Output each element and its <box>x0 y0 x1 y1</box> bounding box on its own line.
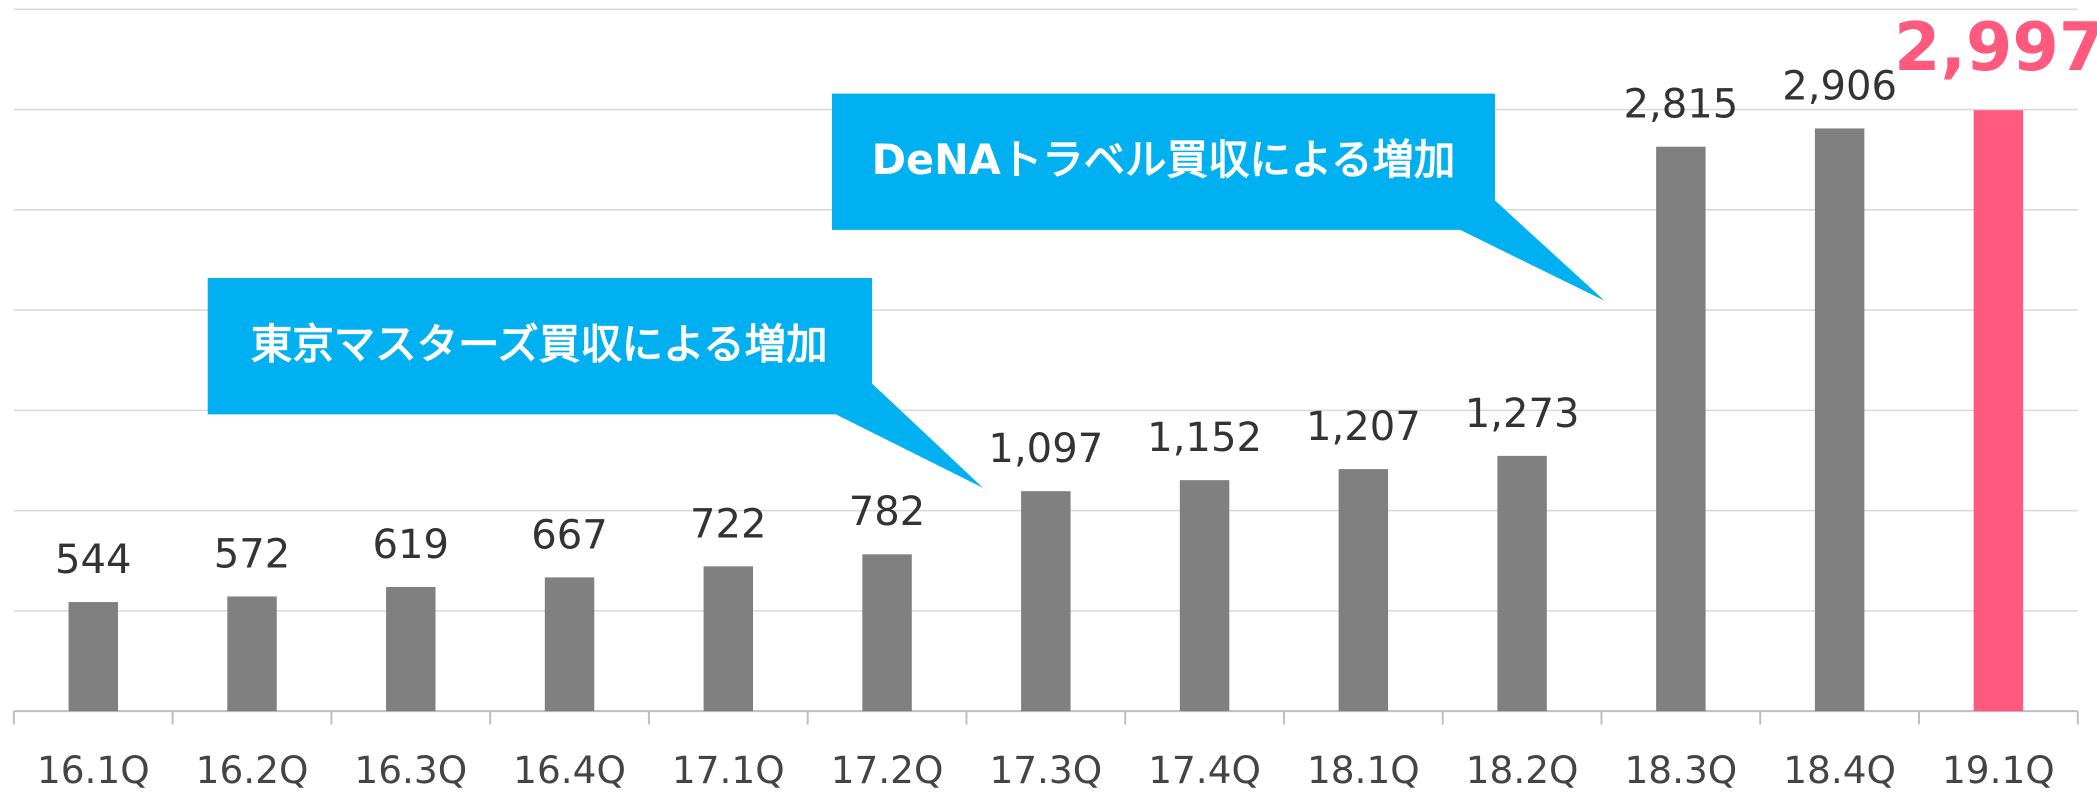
value-label: 1,207 <box>1306 404 1421 450</box>
callout-box <box>831 93 1605 301</box>
value-label: 1,097 <box>988 426 1103 472</box>
x-tick-label: 19.1Q <box>1942 748 2055 792</box>
bar <box>1814 128 1865 712</box>
x-tick-label: 16.4Q <box>513 748 626 792</box>
value-label: 1,152 <box>1147 415 1262 461</box>
value-label: 544 <box>55 537 132 583</box>
x-tick-label: 18.3Q <box>1624 748 1737 792</box>
value-label: 2,906 <box>1782 63 1897 109</box>
value-label: 619 <box>373 522 450 568</box>
value-label: 722 <box>690 501 767 547</box>
x-tick-label: 16.1Q <box>37 748 150 792</box>
annotation: DeNAトラベル買収による増加 <box>872 136 1456 184</box>
callout: DeNAトラベル買収による増加 <box>831 93 1605 301</box>
bar <box>1656 146 1706 712</box>
bar <box>1021 491 1071 712</box>
value-label: 2,997 <box>1894 8 2097 86</box>
bar <box>1973 110 2024 712</box>
callout-box <box>207 278 984 488</box>
value-label: 572 <box>214 531 291 577</box>
x-tick-label: 18.4Q <box>1783 748 1896 792</box>
bar <box>703 566 754 712</box>
x-tick-label: 17.2Q <box>831 748 944 792</box>
x-tick-label: 16.2Q <box>196 748 309 792</box>
bar <box>1179 480 1230 712</box>
bar <box>386 587 436 712</box>
value-label: 1,273 <box>1465 391 1580 437</box>
bar <box>227 596 277 712</box>
bar <box>544 577 595 712</box>
annotation: 東京マスターズ買収による増加 <box>251 321 828 369</box>
bar <box>68 602 119 712</box>
x-tick-label: 17.4Q <box>1148 748 1261 792</box>
bar <box>1497 455 1547 712</box>
x-tick-label: 17.3Q <box>989 748 1102 792</box>
bars: 16.1Q 544 16.2Q 572 16.3Q 619 16.4Q 667 17.1Q 722… <box>37 8 2097 792</box>
value-label: 782 <box>849 489 926 535</box>
value-label: 2,815 <box>1623 82 1738 128</box>
x-tick-label: 18.1Q <box>1307 748 1420 792</box>
value-label: 667 <box>531 512 608 558</box>
x-tick-label: 17.1Q <box>672 748 785 792</box>
bar <box>1338 469 1389 712</box>
x-tick-label: 18.2Q <box>1466 748 1579 792</box>
x-tick-label: 16.3Q <box>354 748 467 792</box>
callout: 東京マスターズ買収による増加 <box>207 278 984 488</box>
bar <box>862 554 912 712</box>
